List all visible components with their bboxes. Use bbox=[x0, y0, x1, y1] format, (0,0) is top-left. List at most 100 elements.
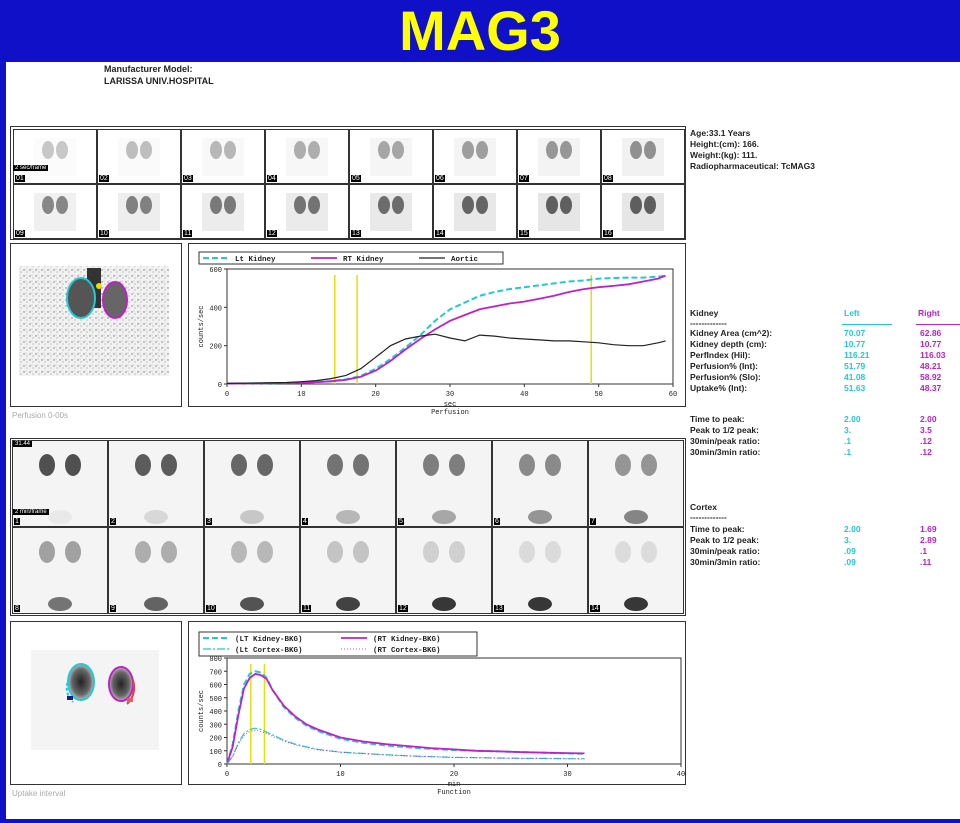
left-kidney-blob bbox=[231, 541, 247, 563]
bladder-blob bbox=[144, 510, 168, 524]
row-left-value: 3. bbox=[844, 425, 852, 435]
frame-number: 15 bbox=[519, 230, 529, 237]
perfusion-chart-box: 0 200 400 600 0 10 20 30 40 50 60 counts/sec sec Perf… bbox=[188, 243, 686, 417]
flow-frame: 11 bbox=[181, 184, 265, 239]
left-kidney-blob bbox=[294, 141, 306, 159]
plot-area bbox=[226, 268, 674, 385]
left-kidney-blob bbox=[519, 541, 535, 563]
background-noise bbox=[118, 138, 160, 176]
right-kidney-blob bbox=[65, 541, 81, 563]
manufacturer-label: Manufacturer Model: bbox=[104, 64, 193, 74]
frame-number: 9 bbox=[110, 605, 116, 612]
row-label: Perfusion% (Int): bbox=[690, 361, 758, 371]
flow-frame: 16 bbox=[601, 184, 685, 239]
left-kidney-blob bbox=[462, 141, 474, 159]
flow-frame-svg bbox=[202, 193, 244, 231]
bladder-blob bbox=[144, 597, 168, 611]
legend-box bbox=[198, 631, 478, 657]
series-line bbox=[226, 333, 666, 384]
frame-number: 13 bbox=[494, 605, 504, 612]
flow-frame: 15 bbox=[517, 184, 601, 239]
bladder-blob bbox=[48, 510, 72, 524]
series-line bbox=[226, 274, 666, 385]
left-kidney-blob bbox=[615, 454, 631, 476]
function-frame-svg bbox=[231, 454, 273, 524]
function-frame: 4 bbox=[300, 440, 396, 527]
left-underline bbox=[842, 324, 892, 325]
banner: MAG3 bbox=[0, 0, 960, 62]
right-kidney-blob bbox=[140, 196, 152, 214]
bladder-blob bbox=[336, 597, 360, 611]
left-kidney-blob bbox=[630, 141, 642, 159]
kidney-title: Kidney bbox=[690, 308, 719, 318]
row-left-value: 51.63 bbox=[844, 383, 866, 393]
right-kidney-blob bbox=[644, 141, 656, 159]
background-noise bbox=[622, 193, 664, 231]
right-kidney-roi bbox=[102, 281, 128, 319]
row-label: Time to peak: bbox=[690, 414, 745, 424]
frame-number: 13 bbox=[351, 230, 361, 237]
flow-frame: 14 bbox=[433, 184, 517, 239]
legend-label: Aortic bbox=[451, 256, 479, 264]
x-tick-label: 60 bbox=[669, 391, 677, 399]
y-tick-label: 400 bbox=[209, 709, 222, 717]
right-kidney-blob bbox=[560, 196, 572, 214]
flow-frame-rate: 2 sec/frame bbox=[13, 165, 49, 171]
left-kidney-blob bbox=[462, 196, 474, 214]
flow-frame-svg bbox=[34, 193, 76, 231]
row-left-value: .09 bbox=[844, 546, 856, 556]
function-frame-svg bbox=[327, 541, 369, 611]
bladder-blob bbox=[240, 510, 264, 524]
flow-frame-svg bbox=[42, 141, 68, 159]
function-frame: 5 bbox=[396, 440, 492, 527]
flow-frame-svg bbox=[622, 193, 664, 231]
right-kidney-blob bbox=[353, 454, 369, 476]
row-left-value: 2.00 bbox=[844, 524, 861, 534]
function-chart-box: 0 100 200 300 400 500 600 700 800 0 10 20 30 40 counts… bbox=[188, 621, 686, 797]
uptake-roi-caption: Uptake interval bbox=[12, 789, 66, 798]
flow-frame-svg bbox=[286, 193, 328, 231]
right-kidney-blob bbox=[308, 141, 320, 159]
y-tick-label: 0 bbox=[218, 382, 222, 390]
frame-number: 10 bbox=[99, 230, 109, 237]
frame-number: 06 bbox=[435, 175, 445, 182]
bladder-blob bbox=[336, 510, 360, 524]
function-frame-svg bbox=[327, 454, 369, 524]
y-tick-label: 200 bbox=[209, 344, 222, 352]
frame-number: 03 bbox=[183, 175, 193, 182]
flow-frame-svg bbox=[622, 138, 664, 176]
left-kidney-blob bbox=[327, 454, 343, 476]
left-kidney-blob bbox=[423, 454, 439, 476]
row-left-value: 116.21 bbox=[844, 350, 870, 360]
flow-frame-svg bbox=[370, 138, 412, 176]
function-frame-svg bbox=[135, 454, 177, 524]
frame-number: 05 bbox=[351, 175, 361, 182]
function-frame: 6 bbox=[492, 440, 588, 527]
flow-frame-svg bbox=[454, 138, 496, 176]
kidney-col-left: Left bbox=[844, 308, 860, 318]
row-label: 30min/peak ratio: bbox=[690, 436, 760, 446]
frame-number: 04 bbox=[267, 175, 277, 182]
left-kidney-blob bbox=[210, 141, 222, 159]
right-kidney-blob bbox=[545, 541, 561, 563]
y-tick-label: 400 bbox=[209, 305, 222, 313]
y-tick-label: 700 bbox=[209, 669, 222, 677]
function-frame: 2 bbox=[108, 440, 204, 527]
left-kidney-blob bbox=[294, 196, 306, 214]
function-frame: 14 bbox=[588, 527, 684, 614]
function-frame-svg bbox=[519, 541, 561, 611]
background-noise bbox=[454, 138, 496, 176]
plot-area bbox=[226, 657, 682, 765]
flow-frame-svg bbox=[118, 138, 160, 176]
frame-number: 01 bbox=[15, 175, 25, 182]
row-right-value: 10.77 bbox=[920, 339, 942, 349]
function-frame-svg bbox=[39, 541, 81, 611]
uptake-roi-image bbox=[10, 621, 182, 785]
function-frame: 3 bbox=[204, 440, 300, 527]
row-right-value: .12 bbox=[920, 447, 932, 457]
frame-number: 4 bbox=[302, 518, 308, 525]
function-chart: 0 100 200 300 400 500 600 700 800 0 10 20 30 40 counts… bbox=[198, 631, 685, 797]
legend-label: (LT Kidney-BKG) bbox=[235, 636, 303, 644]
function-frame: 10 bbox=[204, 527, 300, 614]
row-right-value: .1 bbox=[920, 546, 928, 556]
